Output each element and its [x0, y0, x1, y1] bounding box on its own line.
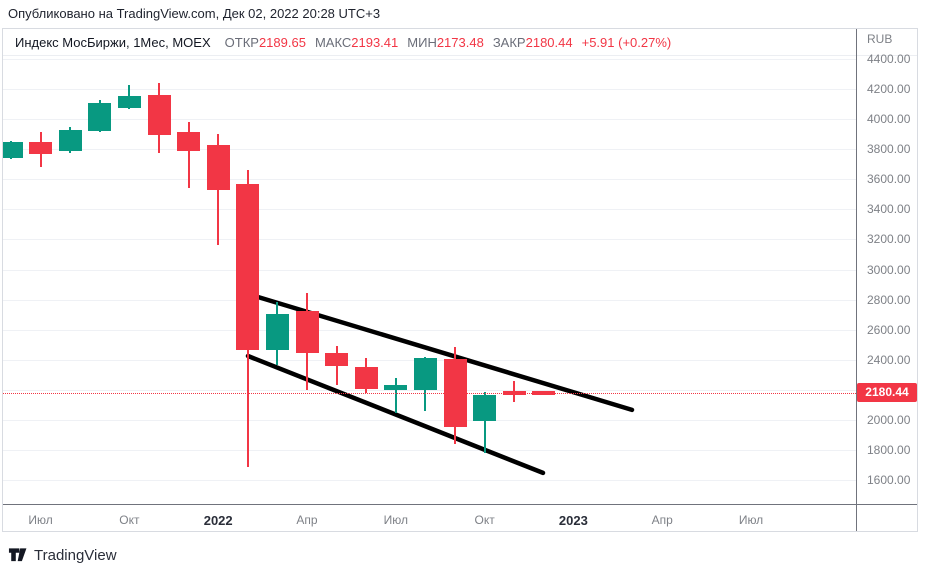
- ohlc-values: ОТКР2189.65 МАКС2193.41 МИН2173.48 ЗАКР2180…: [225, 35, 582, 50]
- gridline: [3, 480, 856, 481]
- current-price-line: [3, 392, 856, 394]
- time-axis-month-label: Окт: [119, 513, 140, 527]
- candle-body: [354, 366, 378, 389]
- price-axis-label: 3800.00: [867, 142, 911, 157]
- price-axis-label: 2600.00: [867, 322, 911, 337]
- candle-wick: [483, 391, 486, 453]
- candle-body: [413, 357, 437, 390]
- price-change: +5.91 (+0.27%): [581, 34, 672, 50]
- gridline: [3, 59, 856, 60]
- candle-wick: [394, 377, 397, 413]
- gridline: [3, 239, 856, 241]
- time-axis-month-label: Июл: [738, 513, 764, 527]
- candle-body: [325, 352, 349, 366]
- publish-caption: Опубликовано на TradingView.com, Дек 02,…: [8, 6, 381, 21]
- time-axis-month-label: Апр: [651, 513, 673, 527]
- gridline: [3, 299, 856, 301]
- gridline: [3, 329, 856, 331]
- candle-body: [206, 145, 230, 190]
- currency-label: RUB: [867, 32, 893, 46]
- chart-legend[interactable]: Индекс МосБиржи, 1Мес, MOEX ОТКР2189.65 М…: [3, 29, 917, 56]
- time-axis-year-label: 2023: [558, 513, 588, 528]
- time-axis[interactable]: Июл Окт 2022 Апр Июл Окт 2023 Апр Июл: [3, 504, 917, 531]
- candle-body: [473, 394, 497, 421]
- candle-body: [88, 103, 112, 132]
- candle-body: [29, 142, 53, 154]
- price-axis-label: 3400.00: [867, 202, 911, 217]
- last-price-badge: 2180.44: [857, 383, 917, 403]
- ohlc-field: МАКС2193.41: [314, 34, 399, 50]
- price-axis-label: 4400.00: [867, 52, 911, 66]
- price-axis-label: 4200.00: [867, 82, 911, 97]
- gridline: [3, 179, 856, 181]
- candle-body: [3, 142, 23, 158]
- time-axis-month-label: Июл: [28, 513, 53, 527]
- candle-wick: [187, 122, 190, 188]
- price-axis-label: 2000.00: [867, 412, 911, 427]
- price-axis-label: 3200.00: [867, 232, 911, 247]
- chart-plot-area[interactable]: [3, 56, 856, 504]
- candle-body: [236, 183, 260, 350]
- price-axis[interactable]: RUB 4400.00 4200.00 4000.00 3800.00 3600.00 3…: [856, 29, 917, 531]
- gridline: [3, 119, 856, 121]
- gridline: [3, 89, 856, 91]
- ohlc-field: МИН2173.48: [407, 34, 484, 50]
- candle-body: [58, 130, 82, 151]
- candle-body: [295, 311, 319, 353]
- trend-channel-lines[interactable]: [3, 56, 856, 504]
- gridline: [3, 449, 856, 451]
- time-axis-month-label: Июл: [383, 513, 408, 527]
- candle-body: [177, 131, 201, 151]
- price-axis-label: 1600.00: [867, 473, 911, 487]
- price-axis-label: 4000.00: [867, 112, 911, 127]
- tradingview-logo-icon: [8, 548, 27, 562]
- time-axis-year-label: 2022: [203, 513, 233, 528]
- gridline: [3, 149, 856, 151]
- ohlc-field: ОТКР2189.65: [224, 34, 306, 50]
- gridline: [3, 389, 856, 391]
- gridline: [3, 209, 856, 211]
- candle-body: [117, 96, 141, 108]
- time-axis-month-label: Апр: [296, 513, 318, 527]
- candle-body: [265, 314, 289, 350]
- brand-name: TradingView: [34, 546, 117, 564]
- gridline: [3, 419, 856, 421]
- footer: TradingView: [8, 544, 117, 566]
- price-axis-label: 3000.00: [867, 262, 911, 277]
- channel-lower[interactable]: [245, 353, 546, 476]
- time-axis-month-label: Окт: [474, 513, 495, 527]
- price-axis-label: 1800.00: [867, 442, 911, 457]
- candle-body: [147, 94, 171, 135]
- channel-upper[interactable]: [255, 294, 635, 413]
- price-axis-label: 2400.00: [867, 352, 911, 367]
- gridline: [3, 269, 856, 271]
- price-axis-label: 3600.00: [867, 172, 911, 187]
- ohlc-field: ЗАКР2180.44: [492, 34, 573, 50]
- chart-widget: Индекс МосБиржи, 1Мес, MOEX ОТКР2189.65 М…: [2, 28, 918, 532]
- symbol-title: Индекс МосБиржи, 1Мес, MOEX: [15, 34, 211, 50]
- price-axis-label: 2800.00: [867, 292, 911, 307]
- candle-body: [384, 385, 408, 390]
